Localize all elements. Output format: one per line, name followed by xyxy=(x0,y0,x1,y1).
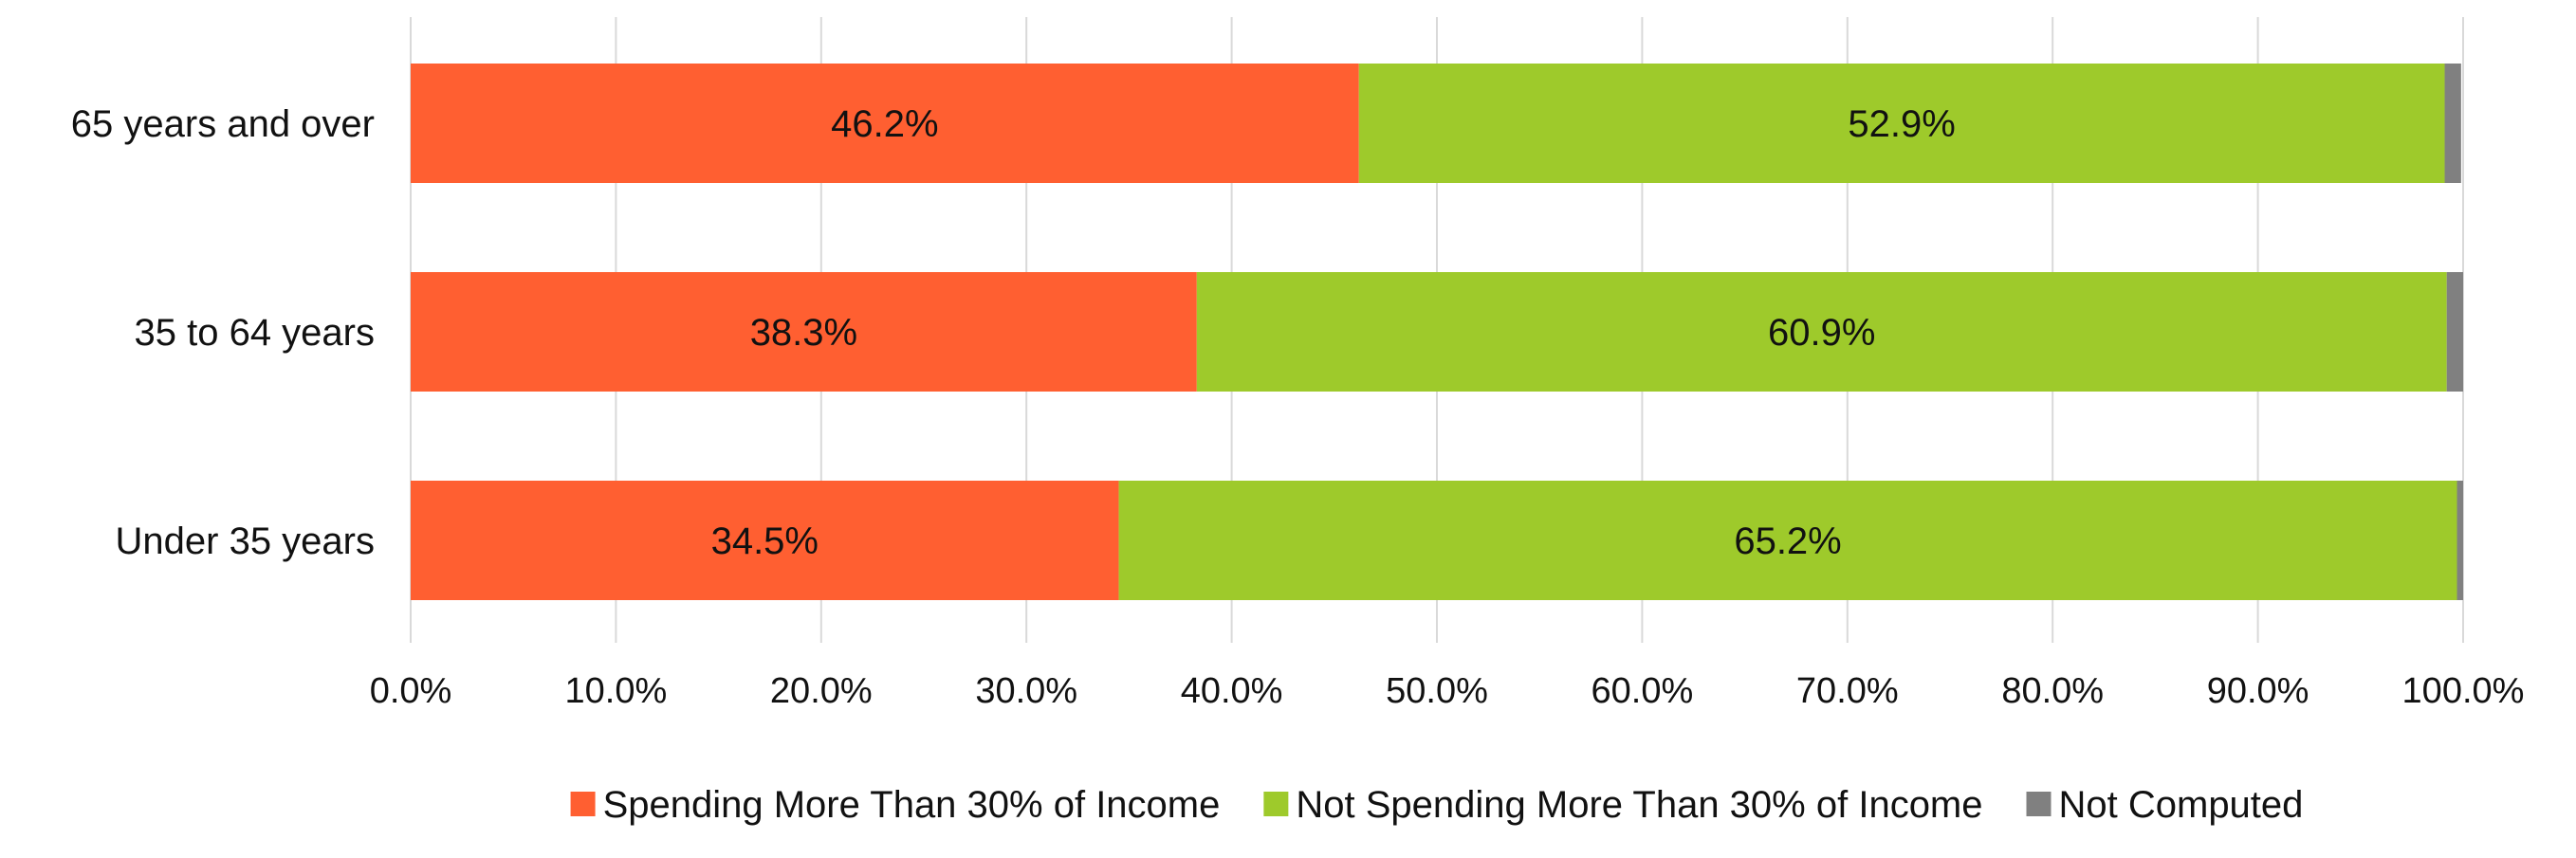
legend: Spending More Than 30% of Income Not Spen… xyxy=(570,784,2304,826)
data-label: 34.5% xyxy=(711,520,819,562)
bar-segment xyxy=(2446,272,2463,392)
bar-segment xyxy=(411,481,1119,600)
bar-segment xyxy=(2456,481,2463,600)
category-label: 35 to 64 years xyxy=(135,312,376,354)
data-label: 52.9% xyxy=(1848,103,1955,145)
bar-segment xyxy=(2444,64,2461,183)
bar-segment xyxy=(1196,272,2447,392)
x-tick-label: 80.0% xyxy=(2001,671,2104,711)
x-tick-label: 0.0% xyxy=(370,671,452,711)
legend-swatch xyxy=(1263,792,1289,816)
x-tick-label: 40.0% xyxy=(1181,671,1283,711)
data-labels: 46.2% 52.9% 38.3% 60.9% 34.5% 65.2% xyxy=(711,103,1956,562)
x-tick-label: 70.0% xyxy=(1796,671,1899,711)
x-tick-label: 10.0% xyxy=(565,671,668,711)
bars xyxy=(411,64,2463,600)
bar-segment xyxy=(1358,64,2445,183)
bar-segment xyxy=(411,272,1197,392)
x-tick-label: 30.0% xyxy=(975,671,1077,711)
legend-swatch xyxy=(2026,792,2052,816)
x-tick-label: 50.0% xyxy=(1386,671,1488,711)
data-label: 60.9% xyxy=(1768,312,1875,354)
category-label: Under 35 years xyxy=(116,520,375,562)
data-label: 38.3% xyxy=(750,312,857,354)
category-labels: 65 years and over 35 to 64 years Under 35 … xyxy=(71,103,375,562)
x-axis-tick-labels: 0.0% 10.0% 20.0% 30.0% 40.0% 50.0% 60.0% 70.0% 8… xyxy=(370,671,2525,711)
legend-label: Spending More Than 30% of Income xyxy=(603,784,1221,826)
legend-label: Not Computed xyxy=(2059,784,2304,826)
bar-segment xyxy=(1118,481,2457,600)
data-label: 65.2% xyxy=(1734,520,1841,562)
x-tick-label: 60.0% xyxy=(1592,671,1694,711)
x-tick-label: 100.0% xyxy=(2402,671,2525,711)
legend-swatch xyxy=(570,792,596,816)
bar-segment xyxy=(411,64,1359,183)
x-tick-label: 20.0% xyxy=(770,671,873,711)
legend-label: Not Spending More Than 30% of Income xyxy=(1296,784,1982,826)
x-tick-label: 90.0% xyxy=(2207,671,2309,711)
data-label: 46.2% xyxy=(831,103,938,145)
category-label: 65 years and over xyxy=(71,103,375,145)
